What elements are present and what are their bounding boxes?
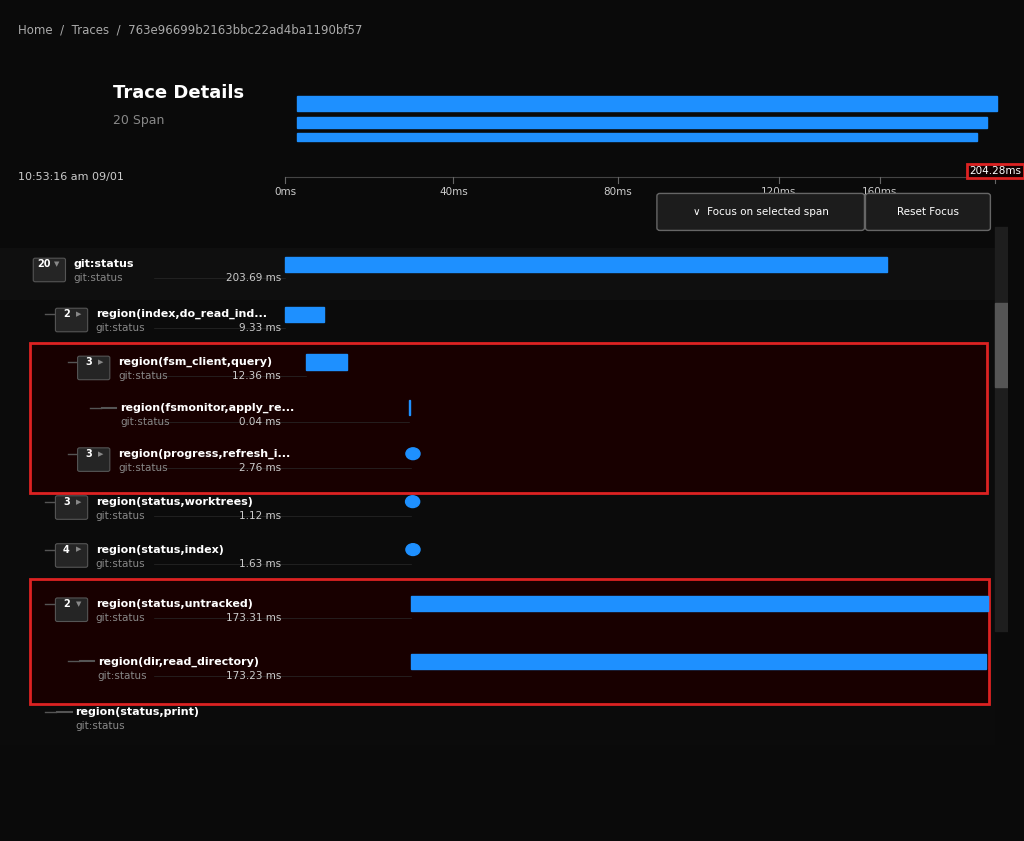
Bar bbox=[0, 396, 995, 440]
Bar bbox=[285, 307, 324, 322]
FancyBboxPatch shape bbox=[865, 193, 990, 230]
Bar bbox=[995, 227, 1008, 631]
Bar bbox=[0, 699, 995, 745]
Text: 9.33 ms: 9.33 ms bbox=[239, 324, 282, 333]
Text: 20 Span: 20 Span bbox=[113, 114, 164, 126]
Circle shape bbox=[406, 544, 420, 556]
FancyBboxPatch shape bbox=[657, 193, 864, 230]
Bar bbox=[0, 440, 995, 488]
Bar bbox=[31, 343, 987, 493]
Text: 12.36 ms: 12.36 ms bbox=[232, 372, 282, 381]
Text: ▶: ▶ bbox=[98, 451, 103, 457]
Text: 204.28ms: 204.28ms bbox=[970, 166, 1021, 176]
Bar bbox=[297, 133, 977, 141]
Text: 1.63 ms: 1.63 ms bbox=[239, 559, 282, 569]
Text: 80ms: 80ms bbox=[603, 187, 632, 197]
Text: 3: 3 bbox=[85, 449, 92, 458]
Text: ∨  Focus on selected span: ∨ Focus on selected span bbox=[693, 207, 828, 217]
Bar bbox=[412, 654, 986, 669]
Text: 40ms: 40ms bbox=[439, 187, 468, 197]
Circle shape bbox=[406, 448, 420, 460]
Text: 0.04 ms: 0.04 ms bbox=[240, 417, 282, 427]
Text: git:status: git:status bbox=[118, 463, 168, 473]
Bar bbox=[0, 536, 995, 584]
Text: region(status,worktrees): region(status,worktrees) bbox=[95, 497, 253, 506]
Text: region(fsmonitor,apply_re...: region(fsmonitor,apply_re... bbox=[120, 403, 294, 413]
Text: git:status: git:status bbox=[95, 559, 145, 569]
Text: 120ms: 120ms bbox=[761, 187, 797, 197]
Bar bbox=[0, 488, 995, 536]
FancyBboxPatch shape bbox=[33, 258, 66, 282]
Text: 20: 20 bbox=[38, 259, 51, 269]
Text: 203.69 ms: 203.69 ms bbox=[226, 273, 282, 283]
Text: git:status: git:status bbox=[95, 613, 145, 623]
Text: 2: 2 bbox=[63, 309, 70, 319]
Text: git:status: git:status bbox=[74, 273, 123, 283]
Text: git:status: git:status bbox=[95, 324, 145, 333]
Text: 2: 2 bbox=[63, 599, 70, 609]
Text: 2.76 ms: 2.76 ms bbox=[239, 463, 282, 473]
Text: region(fsm_client,query): region(fsm_client,query) bbox=[118, 357, 272, 368]
Text: ▼: ▼ bbox=[53, 261, 59, 267]
FancyBboxPatch shape bbox=[78, 357, 110, 380]
Text: git:status: git:status bbox=[97, 671, 147, 680]
Bar bbox=[409, 400, 411, 415]
FancyBboxPatch shape bbox=[78, 448, 110, 472]
Bar bbox=[297, 96, 997, 111]
Text: Reset Focus: Reset Focus bbox=[897, 207, 958, 217]
Text: region(dir,read_directory): region(dir,read_directory) bbox=[97, 656, 259, 667]
FancyBboxPatch shape bbox=[55, 544, 88, 568]
Text: 173.23 ms: 173.23 ms bbox=[225, 671, 282, 680]
Bar bbox=[0, 300, 995, 348]
Bar bbox=[31, 579, 989, 704]
Text: 4: 4 bbox=[63, 545, 70, 554]
Bar bbox=[297, 117, 987, 128]
FancyBboxPatch shape bbox=[55, 598, 88, 621]
Text: git:status: git:status bbox=[120, 417, 170, 427]
Bar bbox=[995, 303, 1008, 387]
Circle shape bbox=[406, 496, 420, 508]
Bar bbox=[0, 644, 995, 699]
Text: region(status,print): region(status,print) bbox=[76, 707, 200, 717]
Text: ▼: ▼ bbox=[76, 600, 81, 607]
Text: 1.12 ms: 1.12 ms bbox=[239, 511, 282, 521]
FancyBboxPatch shape bbox=[55, 309, 88, 332]
Text: Home  /  Traces  /  763e96699b2163bbc22ad4ba1190bf57: Home / Traces / 763e96699b2163bbc22ad4ba… bbox=[18, 24, 362, 36]
Text: Trace Details: Trace Details bbox=[113, 84, 244, 102]
Text: 10:53:16 am 09/01: 10:53:16 am 09/01 bbox=[18, 172, 124, 182]
Text: 173.31 ms: 173.31 ms bbox=[225, 613, 282, 623]
Text: git:status: git:status bbox=[118, 372, 168, 381]
Text: 0ms: 0ms bbox=[274, 187, 296, 197]
Text: git:status: git:status bbox=[95, 511, 145, 521]
Text: ▶: ▶ bbox=[76, 499, 81, 505]
Bar bbox=[0, 248, 995, 300]
Text: region(index,do_read_ind...: region(index,do_read_ind... bbox=[95, 309, 266, 320]
Bar bbox=[0, 348, 995, 396]
Text: ▶: ▶ bbox=[76, 311, 81, 317]
Text: git:status: git:status bbox=[76, 722, 125, 731]
Text: region(status,untracked): region(status,untracked) bbox=[95, 599, 253, 609]
Bar bbox=[306, 355, 347, 370]
Text: ▶: ▶ bbox=[76, 547, 81, 553]
Text: 3: 3 bbox=[85, 357, 92, 367]
Bar bbox=[0, 584, 995, 644]
Text: 160ms: 160ms bbox=[862, 187, 897, 197]
Text: ▶: ▶ bbox=[98, 359, 103, 365]
Text: region(progress,refresh_i...: region(progress,refresh_i... bbox=[118, 448, 290, 459]
FancyBboxPatch shape bbox=[55, 496, 88, 520]
Text: region(status,index): region(status,index) bbox=[95, 545, 223, 554]
Bar bbox=[412, 596, 988, 611]
Text: 3: 3 bbox=[63, 497, 70, 506]
Bar bbox=[285, 257, 887, 272]
Text: git:status: git:status bbox=[74, 259, 134, 269]
